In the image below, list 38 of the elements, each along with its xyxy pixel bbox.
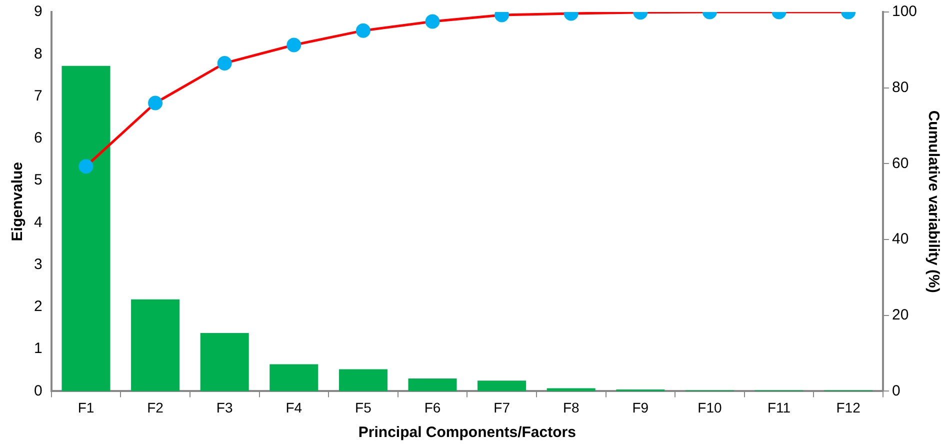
bar <box>270 364 318 392</box>
y-tick-label: 1 <box>34 340 42 358</box>
y-tick-label: 0 <box>34 382 42 400</box>
y-tick-label: 5 <box>34 172 42 189</box>
x-tick-label: F10 <box>698 399 722 416</box>
bar <box>478 380 526 392</box>
y-tick-label: 2 <box>34 298 42 316</box>
x-tick-label: F8 <box>562 399 580 416</box>
y-tick-label: 8 <box>34 45 42 62</box>
bar <box>408 378 457 392</box>
bar <box>131 299 180 392</box>
x-tick-label: F11 <box>767 399 791 416</box>
y2-tick-label: 100 <box>892 3 918 20</box>
y-tick-label: 4 <box>34 214 42 231</box>
y2-tick-label: 20 <box>892 306 909 324</box>
x-axis-title: Principal Components/Factors <box>358 424 576 442</box>
x-tick-label: F5 <box>355 399 372 416</box>
x-tick-label: F2 <box>147 399 164 416</box>
y2-tick-label: 80 <box>892 78 909 96</box>
x-tick-label: F6 <box>424 399 441 416</box>
y2-tick-label: 0 <box>892 382 900 400</box>
x-tick-label: F4 <box>286 399 302 416</box>
x-tick-label: F3 <box>216 399 233 416</box>
y-tick-label: 6 <box>34 130 42 147</box>
bar <box>338 369 388 392</box>
y-tick-label: 3 <box>34 256 42 273</box>
x-tick-label: F7 <box>494 399 510 416</box>
y-axis-title: Eigenvalue <box>9 162 26 242</box>
y2-tick-label: 60 <box>892 154 909 172</box>
x-tick-label: F1 <box>78 399 94 416</box>
y2-tick-label: 40 <box>892 230 909 248</box>
x-tick-label: F9 <box>632 399 649 416</box>
y2-axis-title: Cumulative variability (%) <box>924 110 942 293</box>
y-tick-label: 7 <box>34 87 42 104</box>
bar <box>62 66 110 392</box>
x-tick-label: F12 <box>836 399 861 416</box>
bar <box>200 333 249 392</box>
y-tick-label: 9 <box>34 3 42 20</box>
